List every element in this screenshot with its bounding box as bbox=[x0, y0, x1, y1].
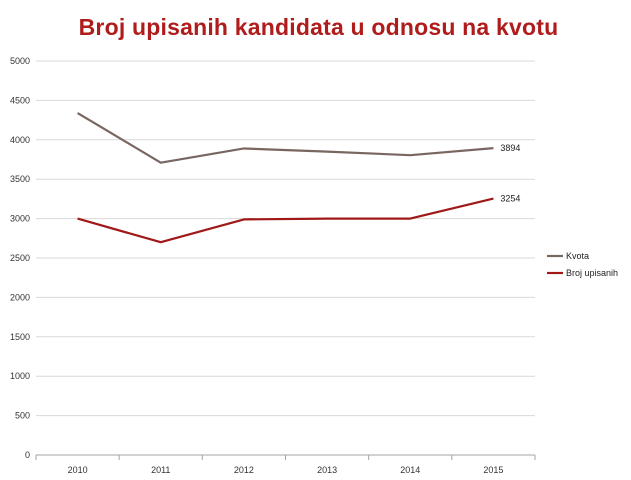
legend-entry: Broj upisanih bbox=[566, 268, 618, 278]
x-tick-label: 2013 bbox=[317, 465, 337, 475]
y-tick-label: 1500 bbox=[10, 332, 30, 342]
y-tick-label: 1000 bbox=[10, 371, 30, 381]
data-label: 3254 bbox=[500, 194, 520, 204]
series-line-2 bbox=[77, 197, 494, 244]
y-axis: 0 500 1000 1500 2000 2500 3000 3500 4000 4500 5000 bbox=[10, 56, 30, 460]
y-tick-label: 3000 bbox=[10, 214, 30, 224]
y-tick-label: 4500 bbox=[10, 95, 30, 105]
x-tick-label: 2014 bbox=[400, 465, 420, 475]
data-label: 3894 bbox=[500, 143, 520, 153]
legend: Kvota Broj upisanih bbox=[547, 251, 618, 278]
x-tick-label: 2015 bbox=[483, 465, 503, 475]
x-tick-label: 2011 bbox=[151, 465, 170, 475]
chart-title: Broj upisanih kandidata u odnosu na kvot… bbox=[78, 14, 559, 40]
x-tick-label: 2012 bbox=[234, 465, 254, 475]
y-tick-label: 4000 bbox=[10, 135, 30, 145]
y-tick-label: 2000 bbox=[10, 292, 30, 302]
y-tick-label: 3500 bbox=[10, 174, 30, 184]
y-tick-label: 5000 bbox=[10, 56, 30, 66]
y-tick-label: 500 bbox=[15, 411, 30, 421]
gridlines bbox=[36, 60, 535, 417]
x-tick-label: 2010 bbox=[68, 465, 88, 475]
data-labels: 3894 3254 bbox=[500, 143, 520, 203]
series-line-1 bbox=[77, 112, 494, 164]
series-lines bbox=[77, 112, 494, 244]
x-axis: 2010 2011 2012 2013 2014 2015 bbox=[35, 454, 536, 475]
y-tick-label: 2500 bbox=[10, 253, 30, 263]
y-tick-label: 0 bbox=[25, 450, 30, 460]
legend-entry: Kvota bbox=[566, 251, 589, 261]
